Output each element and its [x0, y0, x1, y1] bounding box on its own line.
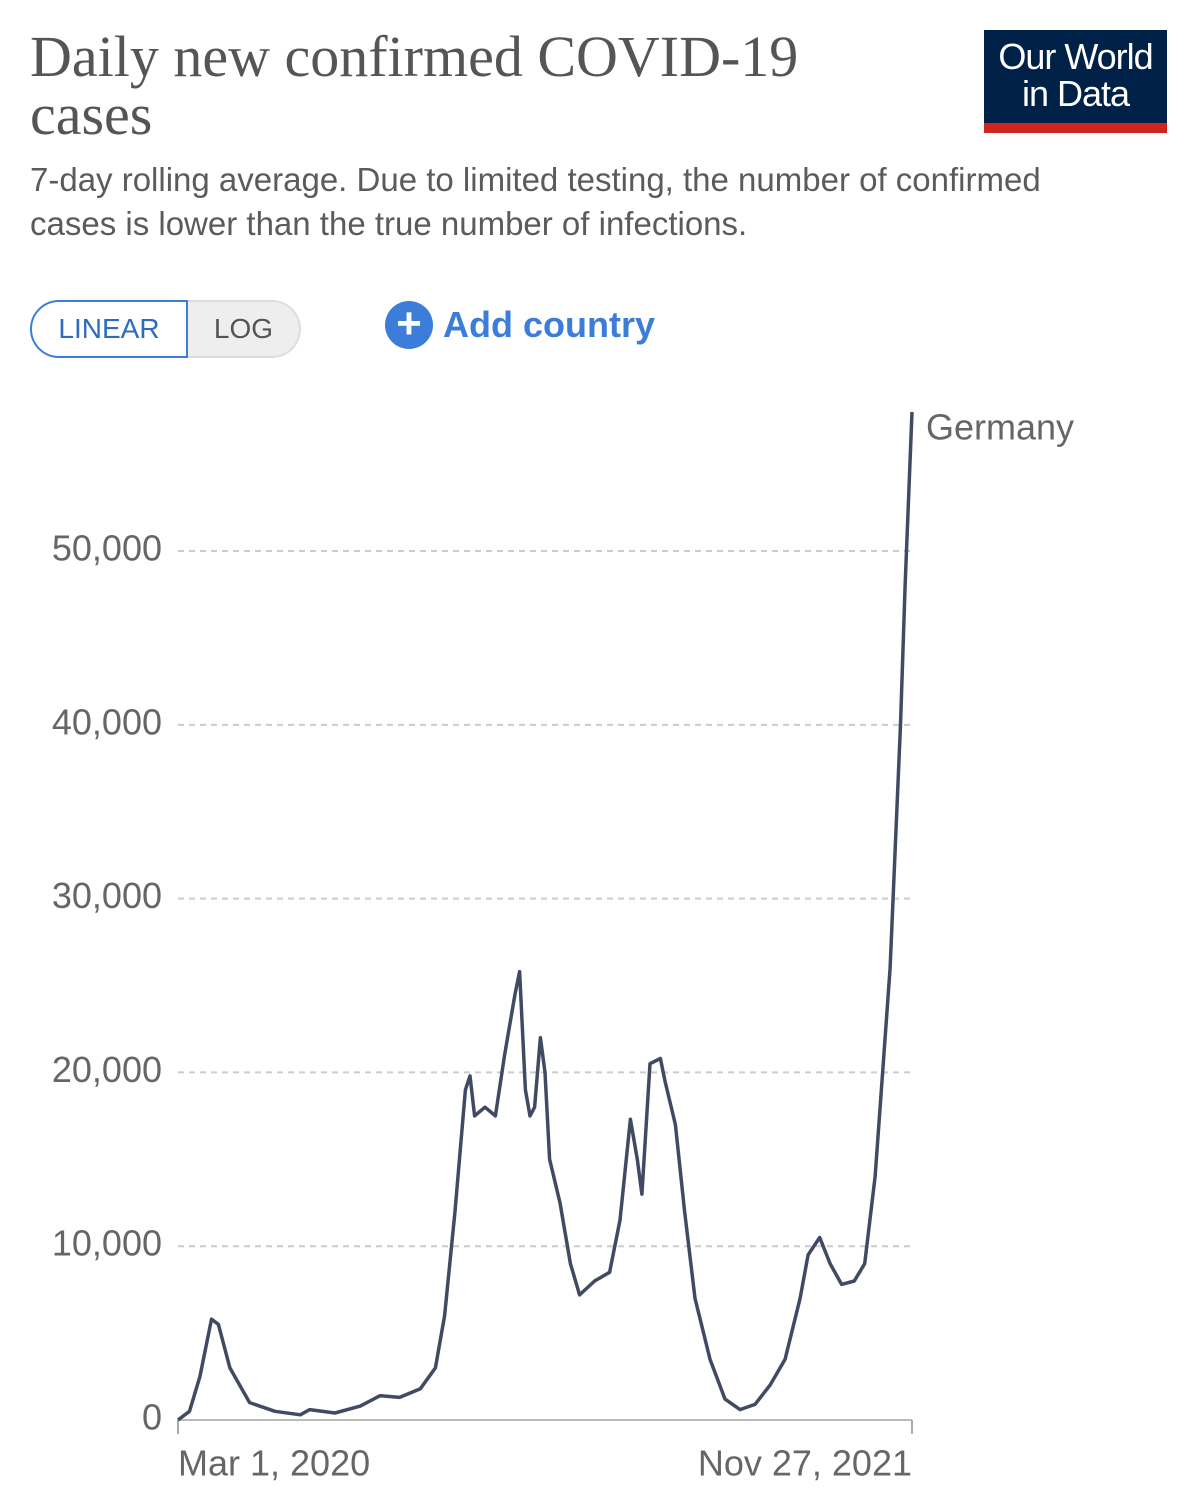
- x-tick-label: Mar 1, 2020: [178, 1443, 370, 1484]
- log-button[interactable]: LOG: [188, 300, 301, 358]
- add-country-button[interactable]: + Add country: [385, 300, 655, 350]
- series-line: [176, 411, 914, 1422]
- y-tick-label: 30,000: [52, 875, 162, 916]
- series-label: Germany: [926, 407, 1074, 448]
- y-tick-label: 20,000: [52, 1049, 162, 1090]
- chart-subtitle: 7-day rolling average. Due to limited te…: [30, 161, 1041, 242]
- x-tick-label: Nov 27, 2021: [698, 1443, 912, 1484]
- y-tick-label: 50,000: [52, 528, 162, 569]
- logo-line: in Data: [1021, 73, 1130, 114]
- linear-button[interactable]: LINEAR: [30, 300, 188, 358]
- logo[interactable]: Our World in Data: [984, 30, 1167, 133]
- chart-title: Daily new confirmed COVID-19 cases: [30, 24, 799, 147]
- y-tick-label: 10,000: [52, 1223, 162, 1264]
- add-country-label: Add country: [443, 304, 655, 345]
- y-tick-label: 0: [142, 1397, 162, 1438]
- y-tick-label: 40,000: [52, 701, 162, 742]
- logo-line: Our World: [998, 36, 1153, 77]
- plus-icon: +: [385, 301, 433, 349]
